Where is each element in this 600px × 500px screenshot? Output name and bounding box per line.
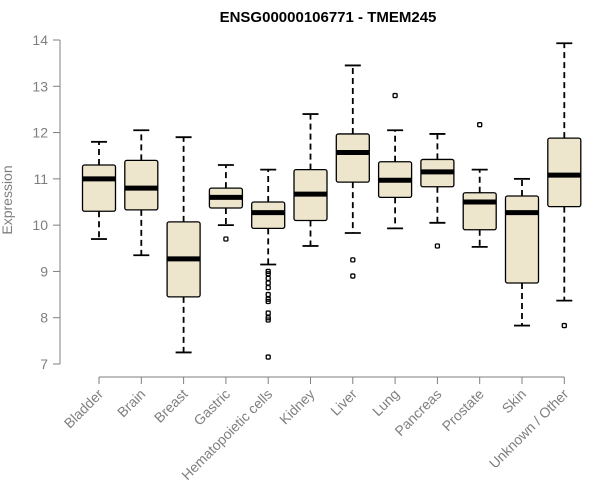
outlier-point [561,322,567,329]
box-group [504,177,540,327]
y-tick-label: 11 [33,171,48,187]
box-group [251,168,286,360]
x-tick-label: Unknown / Other [486,386,572,472]
outlier-point [265,310,271,316]
outlier-point [265,317,271,323]
outlier-point [265,291,271,298]
outlier-point [350,273,356,279]
outlier-point [265,280,271,286]
y-tick-label: 14 [32,32,48,48]
x-tick-label: Lung [369,386,402,419]
y-tick-label: 8 [40,310,48,326]
iqr-box [251,201,286,230]
box-group [166,136,201,354]
box-group [377,92,413,230]
outlier-point [223,236,229,242]
y-tick-label: 10 [32,217,48,233]
y-tick-label: 13 [32,78,48,94]
outlier-point [265,354,271,360]
box-group [335,64,370,279]
x-tick-label: Liver [327,386,360,419]
y-tick-label: 12 [32,125,48,141]
x-tick-label: Brain [114,386,148,420]
iqr-box [335,133,370,183]
x-tick-label: Kidney [276,386,318,428]
iqr-box [81,164,117,212]
box-group [462,122,497,248]
outlier-point [265,284,271,291]
x-tick-label: Prostate [439,386,487,434]
chart-title: ENSG00000106771 - TMEM245 [220,9,437,26]
iqr-box [547,137,582,208]
outlier-point [265,298,271,305]
box-group [293,113,328,247]
y-axis: 7 8 9 10 11 12 13 14 [32,32,61,372]
box-group [124,129,159,257]
x-tick-label: Bladder [61,386,107,432]
y-tick-label: 9 [40,263,48,279]
y-axis-label: Expression [0,165,15,234]
box-group [420,133,455,249]
outlier-point [350,257,356,263]
plot-area [81,42,582,360]
box-group [81,140,117,240]
x-tick-label: Breast [151,386,191,426]
iqr-box [124,159,159,211]
iqr-box [504,195,540,284]
outlier-point [477,122,483,128]
outlier-point [265,275,271,282]
x-tick-label: Skin [499,386,530,417]
outlier-point [392,92,398,99]
x-tick-label: Pancreas [391,386,444,439]
outlier-point [434,243,441,249]
box-group [208,164,244,242]
iqr-box [462,192,497,231]
box-group [547,42,582,329]
y-tick-label: 7 [40,356,48,372]
